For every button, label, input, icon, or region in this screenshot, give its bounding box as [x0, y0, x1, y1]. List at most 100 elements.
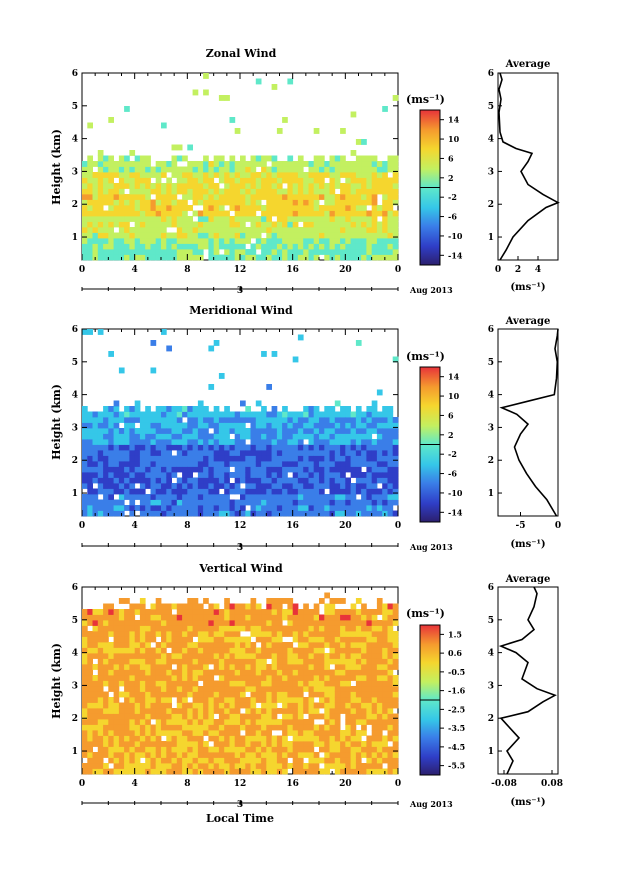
colorbar-tick-label: 10 — [448, 134, 460, 144]
field-cell — [266, 614, 272, 621]
field-cell — [255, 194, 262, 200]
field-cell — [282, 647, 288, 654]
field-cell — [155, 433, 162, 440]
field-cell — [129, 461, 136, 467]
field-cell — [271, 598, 278, 604]
field-cell — [392, 422, 399, 429]
field-cell — [271, 444, 278, 451]
field-cell — [124, 505, 130, 511]
field-cell — [203, 697, 209, 703]
field-cell — [218, 161, 225, 167]
x-tick-label: 8 — [184, 521, 190, 531]
field-cell — [387, 177, 394, 184]
field-cell — [113, 719, 120, 725]
field-cell — [245, 494, 251, 500]
field-cell — [139, 724, 146, 731]
field-cell — [187, 499, 193, 506]
field-cell — [234, 757, 241, 764]
field-cell — [303, 461, 309, 467]
field-cell — [134, 161, 141, 167]
field-cell — [82, 680, 88, 687]
field-cell — [319, 439, 325, 445]
field-cell — [213, 741, 220, 747]
field-cell — [161, 686, 167, 692]
field-cell — [308, 505, 315, 511]
field-cell — [124, 680, 130, 687]
colorbar-ticks: 1.50.6-0.5-1.6-2.5-3.5-4.5-5.5 — [420, 629, 466, 771]
field-cell — [308, 675, 315, 681]
field-cell — [176, 505, 183, 511]
field-cell — [392, 499, 399, 506]
field-cell — [387, 499, 394, 506]
field-cell — [255, 724, 262, 731]
field-cell — [208, 499, 215, 506]
field-cell — [366, 763, 373, 769]
field-cell — [245, 433, 251, 440]
field-cell — [208, 620, 215, 626]
field-cell — [103, 166, 109, 173]
field-cell — [129, 466, 136, 473]
colorbar-tick-label: -10 — [448, 231, 463, 241]
field-cell — [192, 724, 199, 731]
field-cell — [87, 691, 93, 698]
field-cell — [118, 675, 125, 681]
field-cell — [171, 221, 178, 228]
field-cell — [182, 210, 188, 217]
field-cell — [166, 444, 172, 451]
x-tick-label: 12 — [234, 779, 247, 789]
field-cell — [303, 221, 309, 228]
field-cell — [218, 188, 225, 195]
field-cell — [271, 232, 278, 239]
field-cell — [134, 631, 141, 637]
field-cell — [171, 647, 178, 654]
field-cell — [118, 199, 125, 206]
field-cell — [366, 686, 373, 692]
field-cell — [282, 194, 288, 200]
field-cell — [366, 188, 373, 195]
field-cell — [324, 254, 330, 261]
field-cell — [103, 210, 109, 217]
field-cell — [292, 636, 299, 643]
field-cell — [97, 647, 104, 654]
field-cell — [392, 444, 399, 451]
field-cell — [245, 719, 251, 725]
field-cell — [139, 752, 146, 758]
field-cell — [340, 730, 346, 736]
field-cell — [118, 669, 125, 676]
field-cell — [145, 472, 151, 478]
field-cell — [276, 439, 283, 445]
field-cell — [229, 724, 236, 731]
field-cell — [350, 439, 357, 445]
field-cell — [245, 477, 251, 484]
field-cell — [255, 411, 262, 418]
field-cell — [208, 444, 215, 451]
field-cell — [308, 763, 315, 769]
field-cell — [118, 636, 125, 643]
field-cell — [345, 221, 351, 228]
field-cell — [287, 166, 294, 173]
field-cell — [324, 631, 330, 637]
field-cell — [161, 205, 167, 211]
field-cell — [313, 232, 320, 239]
field-cell — [276, 735, 283, 742]
field-cell — [203, 450, 209, 456]
field-cell — [297, 461, 304, 467]
field-cell — [240, 724, 246, 731]
field-cell — [113, 221, 120, 228]
field-cell — [266, 598, 272, 604]
field-cell — [387, 719, 394, 725]
field-cell — [313, 128, 320, 134]
field-cell — [197, 669, 204, 676]
field-cell — [266, 249, 272, 255]
field-cell — [392, 636, 399, 643]
field-cell — [134, 238, 141, 244]
field-cell — [266, 444, 272, 451]
field-cell — [319, 741, 325, 747]
field-cell — [340, 483, 346, 489]
field-cell — [361, 691, 367, 698]
field-cell — [261, 177, 267, 184]
field-cell — [124, 477, 130, 484]
field-cell — [240, 675, 246, 681]
field-cell — [292, 483, 299, 489]
